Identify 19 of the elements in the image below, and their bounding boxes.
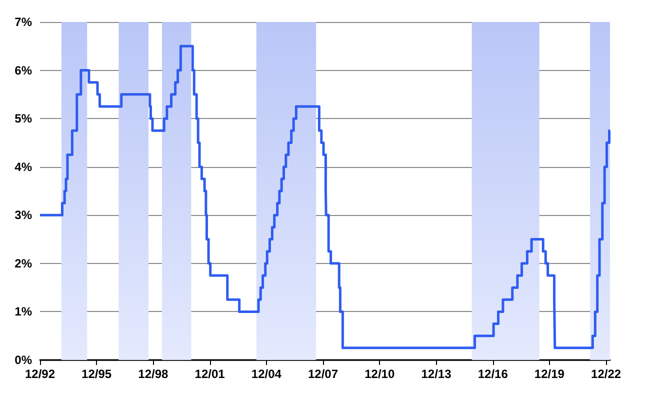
y-tick-label: 4%: [14, 160, 32, 174]
x-tick-label: 12/04: [251, 367, 282, 381]
x-tick-label: 12/07: [308, 367, 338, 381]
x-tick-label: 12/13: [421, 367, 452, 381]
y-tick-label: 6%: [14, 63, 32, 78]
y-tick-label: 3%: [14, 208, 32, 222]
x-tick-label: 12/22: [591, 367, 622, 381]
y-tick-label: 7%: [14, 15, 32, 29]
x-tick-label: 12/19: [534, 367, 565, 381]
y-tick-label: 5%: [14, 112, 32, 126]
x-tick-label: 12/10: [364, 367, 395, 381]
y-tick-label: 1%: [14, 304, 32, 319]
x-tick-label: 12/16: [478, 367, 508, 381]
y-tick-label: 0%: [14, 353, 32, 367]
x-tick-label: 12/92: [24, 367, 56, 381]
x-tick-label: 12/01: [194, 367, 226, 381]
x-tick-label: 12/98: [138, 367, 169, 381]
y-tick-label: 2%: [14, 256, 32, 270]
x-tick-label: 12/95: [82, 367, 112, 381]
